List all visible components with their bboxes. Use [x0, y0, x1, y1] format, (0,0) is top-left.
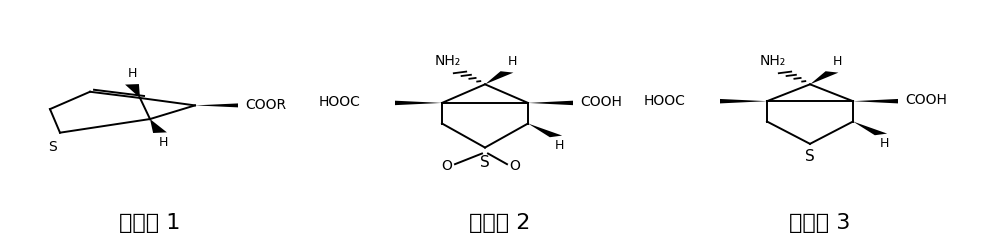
- Polygon shape: [853, 99, 898, 103]
- Text: O: O: [442, 159, 452, 173]
- Polygon shape: [720, 99, 767, 103]
- Text: S: S: [48, 140, 56, 154]
- Text: COOR: COOR: [245, 98, 286, 112]
- Polygon shape: [853, 122, 887, 135]
- Text: 结构式 1: 结构式 1: [119, 213, 181, 233]
- Text: H: H: [127, 67, 137, 80]
- Text: H: H: [554, 139, 564, 152]
- Text: H: H: [879, 137, 889, 150]
- Polygon shape: [125, 84, 140, 98]
- Polygon shape: [195, 103, 238, 107]
- Text: S: S: [480, 155, 490, 170]
- Polygon shape: [528, 124, 562, 137]
- Polygon shape: [485, 71, 513, 84]
- Text: HOOC: HOOC: [644, 94, 686, 108]
- Text: H: H: [832, 55, 842, 68]
- Text: NH₂: NH₂: [760, 54, 786, 68]
- Text: COOH: COOH: [905, 93, 947, 107]
- Polygon shape: [395, 101, 442, 105]
- Text: H: H: [507, 55, 517, 68]
- Text: COOH: COOH: [580, 95, 622, 109]
- Text: 结构式 3: 结构式 3: [789, 213, 851, 233]
- Text: 结构式 2: 结构式 2: [469, 213, 531, 233]
- Polygon shape: [528, 101, 573, 105]
- Text: H: H: [158, 136, 168, 149]
- Text: HOOC: HOOC: [319, 95, 361, 109]
- Text: S: S: [805, 149, 815, 164]
- Polygon shape: [810, 71, 838, 84]
- Text: O: O: [510, 159, 520, 173]
- Text: NH₂: NH₂: [435, 54, 461, 68]
- Polygon shape: [150, 119, 167, 133]
